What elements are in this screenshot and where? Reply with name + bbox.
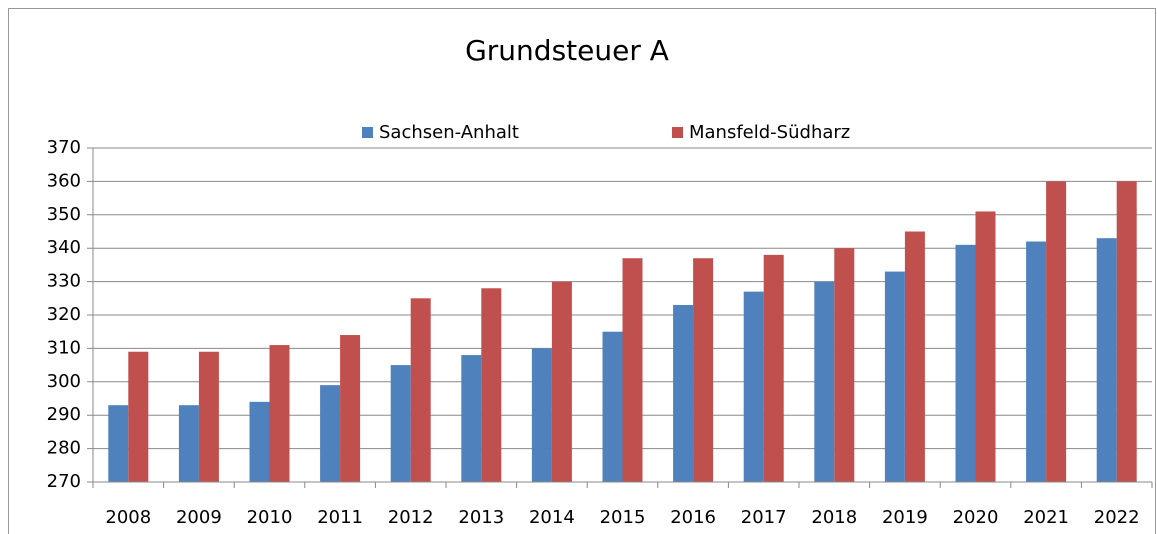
bar	[693, 258, 714, 482]
bar	[1046, 181, 1067, 482]
bar	[904, 231, 925, 482]
bar	[763, 254, 784, 482]
x-tick-label: 2018	[811, 507, 857, 528]
x-tick-label: 2020	[953, 507, 999, 528]
bar	[320, 385, 341, 482]
legend-label: Sachsen-Anhalt	[379, 122, 519, 143]
bar	[461, 355, 482, 482]
bar	[673, 304, 694, 482]
x-tick-label: 2021	[1023, 507, 1069, 528]
y-tick-label: 280	[47, 438, 81, 459]
bar	[390, 365, 411, 482]
x-tick-label: 2009	[176, 507, 222, 528]
bar	[1096, 238, 1117, 482]
bar	[481, 288, 502, 482]
bar	[814, 281, 835, 482]
bar	[340, 335, 361, 482]
bar	[602, 331, 623, 482]
y-tick-label: 290	[47, 404, 81, 425]
bar	[1026, 241, 1047, 482]
bar	[128, 351, 149, 482]
bar	[551, 281, 572, 482]
y-tick-label: 300	[47, 371, 81, 392]
x-tick-label: 2014	[529, 507, 575, 528]
y-tick-label: 270	[47, 471, 81, 492]
bar	[743, 291, 764, 482]
y-tick-label: 360	[47, 170, 81, 191]
y-tick-label: 320	[47, 304, 81, 325]
bar	[108, 405, 129, 482]
y-tick-label: 330	[47, 271, 81, 292]
x-tick-label: 2022	[1094, 507, 1140, 528]
bar	[884, 271, 905, 482]
y-tick-label: 310	[47, 337, 81, 358]
bar	[834, 248, 855, 482]
chart-frame	[8, 8, 1156, 534]
bar	[249, 401, 270, 482]
chart-title: Grundsteuer A	[465, 34, 669, 67]
x-tick-label: 2010	[247, 507, 293, 528]
bar	[531, 348, 552, 482]
bar	[178, 405, 199, 482]
x-tick-label: 2012	[388, 507, 434, 528]
x-tick-label: 2008	[105, 507, 151, 528]
bar	[1116, 181, 1137, 482]
x-tick-label: 2017	[741, 507, 787, 528]
x-tick-label: 2011	[317, 507, 363, 528]
bar	[410, 298, 431, 482]
bar	[975, 211, 996, 482]
y-tick-label: 350	[47, 204, 81, 225]
x-tick-label: 2016	[670, 507, 716, 528]
bar	[198, 351, 219, 482]
y-tick-label: 370	[47, 137, 81, 158]
bar	[955, 244, 976, 482]
bar	[269, 345, 290, 482]
bar	[622, 258, 643, 482]
legend-swatch	[672, 127, 683, 138]
y-tick-label: 340	[47, 237, 81, 258]
legend-swatch	[362, 127, 373, 138]
x-tick-label: 2015	[600, 507, 646, 528]
x-tick-label: 2013	[458, 507, 504, 528]
x-tick-label: 2019	[882, 507, 928, 528]
legend-label: Mansfeld-Südharz	[689, 122, 850, 143]
